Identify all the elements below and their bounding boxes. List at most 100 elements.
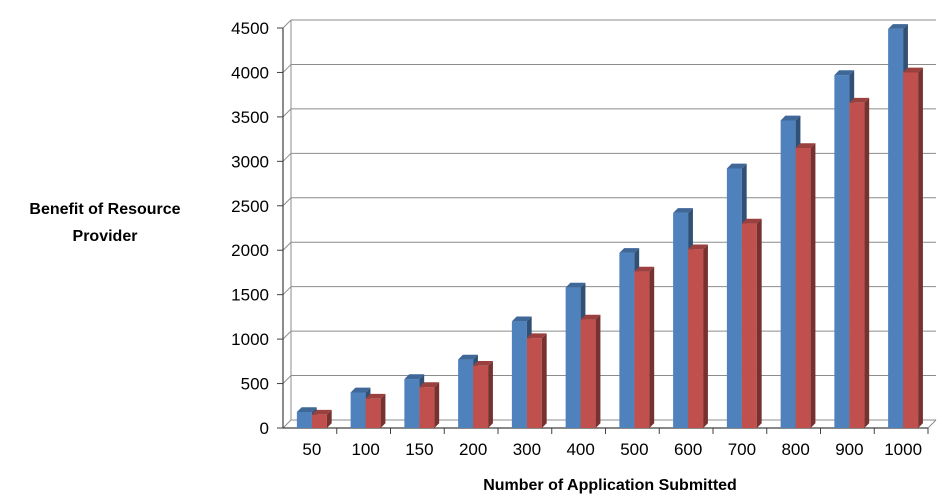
x-tick-label: 50 [302,440,321,459]
bar-front [565,287,581,428]
bar-front [365,398,381,428]
x-tick-label: 300 [513,440,541,459]
y-tick-label: 4000 [231,63,269,82]
bar [526,333,547,428]
bar-side [756,218,762,428]
axis-layer [277,20,937,434]
gridline-side [282,241,292,251]
gridline-side [282,108,292,118]
gridline-side [282,419,292,429]
x-tick-label: 400 [566,440,594,459]
bar-front [688,249,704,428]
bar-top [350,387,371,393]
bar-top [580,314,601,320]
bar-front [795,148,811,428]
bar-front [849,102,865,429]
y-tick-label: 3000 [231,152,269,171]
bar-top [311,409,332,415]
bar-front [311,414,327,428]
x-tick-label: 600 [674,440,702,459]
bar-front [419,387,435,428]
bar-top [419,382,440,388]
x-tick-label: 500 [620,440,648,459]
gridline-side [282,152,292,162]
y-tick-label: 500 [241,375,269,394]
bar-front [834,75,850,428]
bar-top [619,248,640,253]
bar-front [726,168,742,428]
y-tick-label: 4500 [231,19,269,38]
x-axis-label: Number of Application Submitted [483,477,737,494]
bar-front [404,379,420,428]
bar-top [458,354,478,360]
gridline-side [282,330,292,340]
gridline-side [282,286,292,296]
bar-side [864,97,870,428]
bar-top [849,97,870,103]
bar-front [673,212,689,428]
bar-top [634,266,655,272]
bar-front [511,321,527,428]
bar-front [634,271,650,428]
bar [473,360,493,428]
y-tick-label: 1000 [231,330,269,349]
x-tick-label: 900 [835,440,863,459]
bar [688,244,708,428]
bar [634,266,655,428]
bar-top [780,115,801,121]
gridline-side [282,64,292,73]
bar-side [918,67,923,429]
x-tick-label: 1000 [884,440,922,459]
bar-side [541,333,547,428]
x-tick-label: 150 [405,440,433,459]
bar-top [834,70,855,76]
bar [365,393,386,428]
bar-top [296,407,317,412]
bar [903,67,923,429]
bar [741,218,762,428]
floor-right-edge [927,419,937,429]
bar-front [473,365,489,428]
bar-top [511,316,532,322]
bar-top [903,67,923,73]
y-tick-label: 2500 [231,197,269,216]
bar-top [673,208,693,213]
bar-front [296,412,312,428]
bar-front [619,252,635,428]
bar-top [795,143,816,148]
bar-front [888,28,904,429]
x-tick-label: 100 [351,440,379,459]
y-axis-label-line-1: Benefit of Resource [29,201,180,218]
bar [311,409,332,428]
y-tick-label: 2000 [231,241,269,260]
bar-top [565,282,586,288]
gridline-side [282,375,292,384]
grid-layer [282,19,936,429]
bar-front [780,120,796,428]
bar [849,97,870,429]
bar-top [365,393,386,399]
bar-top [741,218,762,224]
x-tick-label: 200 [459,440,487,459]
bar-side [810,143,816,428]
y-tick-label: 3500 [231,108,269,127]
bars-layer [296,24,923,429]
bar-side [703,244,708,428]
bar [795,143,816,428]
bar [419,382,440,428]
gridline-side [282,197,292,207]
x-tick-label: 700 [728,440,756,459]
bar-side [488,360,493,428]
bar-top [688,244,708,250]
bar [580,314,601,428]
bar-side [434,382,440,428]
bar-front [903,72,919,428]
bar-top [526,333,547,339]
x-tick-labels: 50 100 150 200 300 400 500 600 700 800 900 1000 [302,440,922,459]
bar-front [580,319,596,428]
bar-top [473,360,493,366]
bar-side [595,314,601,428]
x-tick-label: 800 [781,440,809,459]
y-tick-labels: 0 500 1000 1500 2000 2500 3000 3500 4000 4500 [231,19,269,438]
